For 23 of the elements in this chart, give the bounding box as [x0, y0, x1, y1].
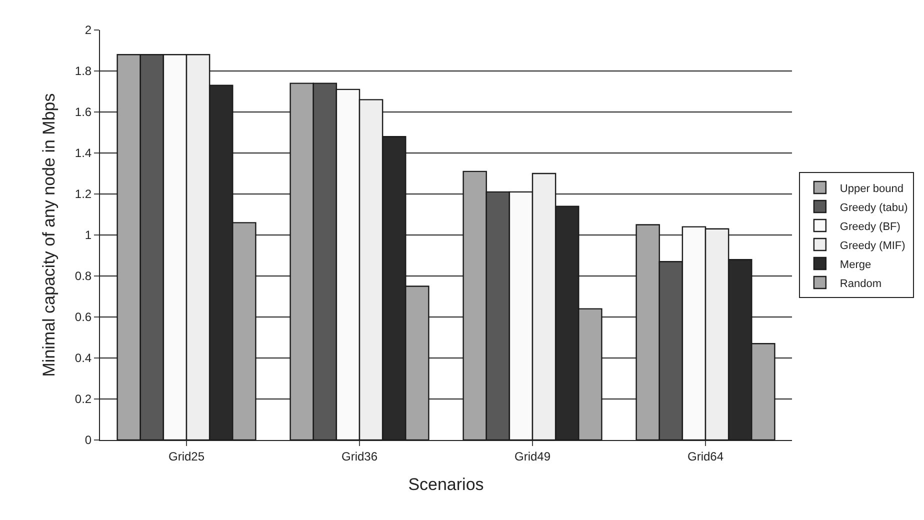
legend-label: Merge	[840, 258, 872, 271]
y-tick-label: 1	[84, 228, 92, 242]
y-tick-label: 0.2	[74, 392, 92, 406]
y-axis-title: Minimal capacity of any node in Mbps	[39, 93, 58, 377]
legend-label: Greedy (BF)	[840, 220, 900, 233]
y-tick-label: 1.4	[74, 146, 92, 160]
y-tick-label: 0.6	[74, 310, 92, 324]
x-tick-label: Grid49	[514, 449, 551, 464]
y-tick-label: 1.6	[74, 105, 92, 120]
legend-label: Greedy (MIF)	[840, 240, 906, 252]
y-tick-label: 2	[84, 23, 92, 38]
x-axis-title: Scenarios	[408, 474, 484, 494]
x-tick-label: Grid36	[341, 449, 378, 464]
legend-label: Greedy (tabu)	[840, 202, 908, 214]
y-tick-label: 0.4	[74, 351, 92, 366]
x-tick-label: Grid64	[687, 449, 724, 464]
y-tick-label: 0	[84, 433, 92, 448]
y-tick-label: 1.8	[74, 64, 92, 78]
legend-label: Random	[840, 278, 882, 290]
y-tick-label: 1.2	[74, 187, 92, 202]
legend-label: Upper bound	[840, 182, 904, 195]
y-tick-label: 0.8	[74, 269, 92, 284]
x-tick-label: Grid25	[168, 449, 205, 464]
